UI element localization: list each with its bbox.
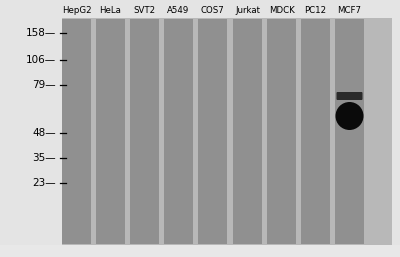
Text: HepG2: HepG2 [62,6,91,15]
FancyBboxPatch shape [336,92,362,100]
Bar [0,245,400,257]
Text: COS7: COS7 [201,6,224,15]
Text: Jurkat: Jurkat [235,6,260,15]
Text: 23—: 23— [32,178,56,188]
Text: 35—: 35— [32,153,56,163]
Text: 106—: 106— [26,55,56,65]
Text: SVT2: SVT2 [134,6,156,15]
Text: A549: A549 [167,6,190,15]
Text: 79—: 79— [32,80,56,90]
Text: MCF7: MCF7 [338,6,362,15]
Ellipse shape [336,102,364,130]
Text: MDCK: MDCK [269,6,294,15]
Bar [62,18,392,245]
Bar [198,19,227,244]
Bar [335,19,364,244]
Text: 48—: 48— [32,128,56,138]
Bar [62,19,91,244]
Bar [130,19,159,244]
Bar [301,19,330,244]
Bar [96,19,125,244]
Text: 158—: 158— [26,28,56,38]
Bar [164,19,193,244]
Bar [233,19,262,244]
Text: PC12: PC12 [304,6,326,15]
Text: HeLa: HeLa [100,6,122,15]
Bar [267,19,296,244]
